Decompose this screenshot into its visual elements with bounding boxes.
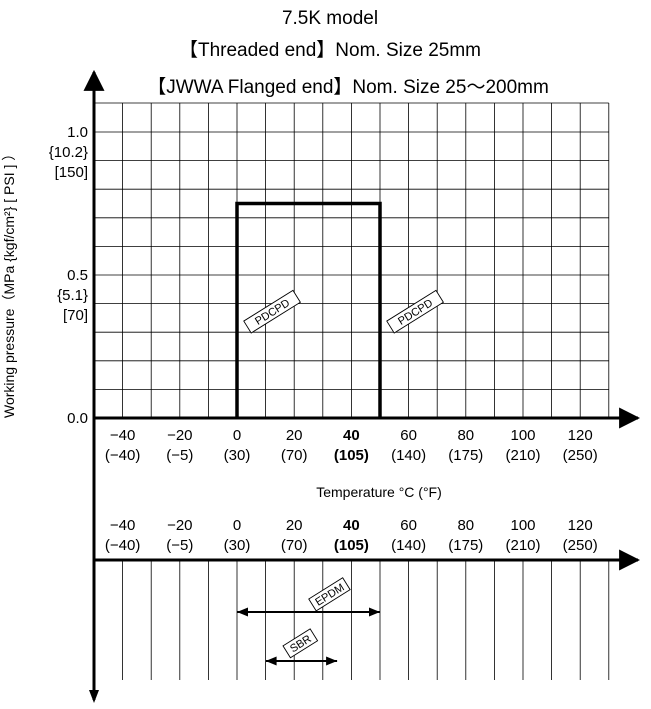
x-tick-label-celsius: −40 <box>110 427 135 444</box>
x-tick-label-celsius: 120 <box>568 427 593 444</box>
x-tick-label-celsius: 0 <box>233 427 241 444</box>
x-tick-label-celsius: 20 <box>286 427 303 444</box>
range-arrow-left <box>237 607 248 617</box>
x-tick-labels-upper: −40 (−40) −20 (−5) 0 (30) 20 (70) 40 (105) 60 (140)… <box>105 427 598 464</box>
curve-labels: PDCPD PDCPD <box>243 289 445 334</box>
curve-label-box <box>386 289 445 334</box>
x-axis-label: Temperature °C (°F) <box>316 484 442 500</box>
y-tick-label: [70] <box>63 307 88 324</box>
range-arrow-left <box>265 656 277 666</box>
range-arrow-right <box>326 656 338 666</box>
x-tick-label-celsius: 120 <box>568 517 593 534</box>
x-tick-labels-lower: −40 (−40) −20 (−5) 0 (30) 20 (70) 40 (105) 60 (140)… <box>105 517 598 554</box>
x-tick-label-celsius: 40 <box>343 517 360 534</box>
axes <box>83 69 641 703</box>
x-tick-label-fahrenheit: (175) <box>448 447 483 464</box>
x-tick-label-fahrenheit: (70) <box>281 537 308 554</box>
y-tick-label: [150] <box>55 164 88 181</box>
range-tag: EPDM <box>308 577 351 612</box>
curve-label: PDCPD <box>243 289 302 334</box>
x-tick-label-celsius: 0 <box>233 517 241 534</box>
y-tick-label: 0.5 <box>67 267 88 284</box>
x-tick-label-fahrenheit: (250) <box>563 447 598 464</box>
x-tick-label-celsius: −20 <box>167 427 192 444</box>
range-tag-box <box>308 577 351 612</box>
chart-title-line-1: 7.5K model <box>282 8 378 29</box>
curve-label-box <box>243 289 302 334</box>
y-axis-down-arrow <box>89 690 99 703</box>
x-tick-label-celsius: 60 <box>400 517 417 534</box>
data-series <box>235 201 382 418</box>
range-arrow-right <box>369 607 380 617</box>
x-tick-label-celsius: 80 <box>457 427 474 444</box>
lower-grid <box>122 560 610 680</box>
x-tick-label-fahrenheit: (175) <box>448 537 483 554</box>
x-tick-label-celsius: 60 <box>400 427 417 444</box>
x-tick-label-celsius: 40 <box>343 427 360 444</box>
x-tick-label-celsius: 20 <box>286 517 303 534</box>
y-tick-label: 1.0 <box>67 124 88 141</box>
y-tick-label: {5.1} <box>57 287 88 304</box>
x-tick-label-fahrenheit: (140) <box>391 537 426 554</box>
x-tick-label-fahrenheit: (105) <box>334 447 369 464</box>
x-tick-label-celsius: −40 <box>110 517 135 534</box>
x-tick-label-fahrenheit: (−5) <box>166 537 193 554</box>
x-tick-label-fahrenheit: (70) <box>281 447 308 464</box>
pdcpd-series-line <box>235 201 382 418</box>
x-tick-label-fahrenheit: (−40) <box>105 537 140 554</box>
material-ranges: EPDM SBR <box>237 577 380 666</box>
x-tick-label-fahrenheit: (−40) <box>105 447 140 464</box>
x-tick-label-fahrenheit: (210) <box>505 537 540 554</box>
y-tick-label: {10.2} <box>49 144 88 161</box>
x-tick-label-fahrenheit: (140) <box>391 447 426 464</box>
x-tick-label-fahrenheit: (105) <box>334 537 369 554</box>
x-tick-label-celsius: 80 <box>457 517 474 534</box>
x-tick-label-fahrenheit: (250) <box>563 537 598 554</box>
chart-title-line-2: 【Threaded end】Nom. Size 25mm <box>179 39 481 61</box>
range-tag: SBR <box>282 628 319 659</box>
x-tick-label-celsius: −20 <box>167 517 192 534</box>
y-axis-label: Working pressure（MPa {kgf/cm²} [ PSI ] ） <box>1 147 17 418</box>
x-tick-label-celsius: 100 <box>510 517 535 534</box>
y-tick-labels: 1.0 {10.2} [150] 0.5 {5.1} [70] 0.0 <box>49 124 88 427</box>
range-tag-box <box>282 628 319 659</box>
curve-label: PDCPD <box>386 289 445 334</box>
x-tick-label-fahrenheit: (30) <box>224 537 251 554</box>
upper-grid <box>94 102 610 418</box>
x-tick-label-fahrenheit: (210) <box>505 447 540 464</box>
x-tick-label-fahrenheit: (−5) <box>166 447 193 464</box>
x-tick-label-fahrenheit: (30) <box>224 447 251 464</box>
x-tick-label-celsius: 100 <box>510 427 535 444</box>
y-tick-label: 0.0 <box>67 410 88 427</box>
chart-title-line-3: 【JWWA Flanged end】Nom. Size 25〜200mm <box>147 76 549 98</box>
